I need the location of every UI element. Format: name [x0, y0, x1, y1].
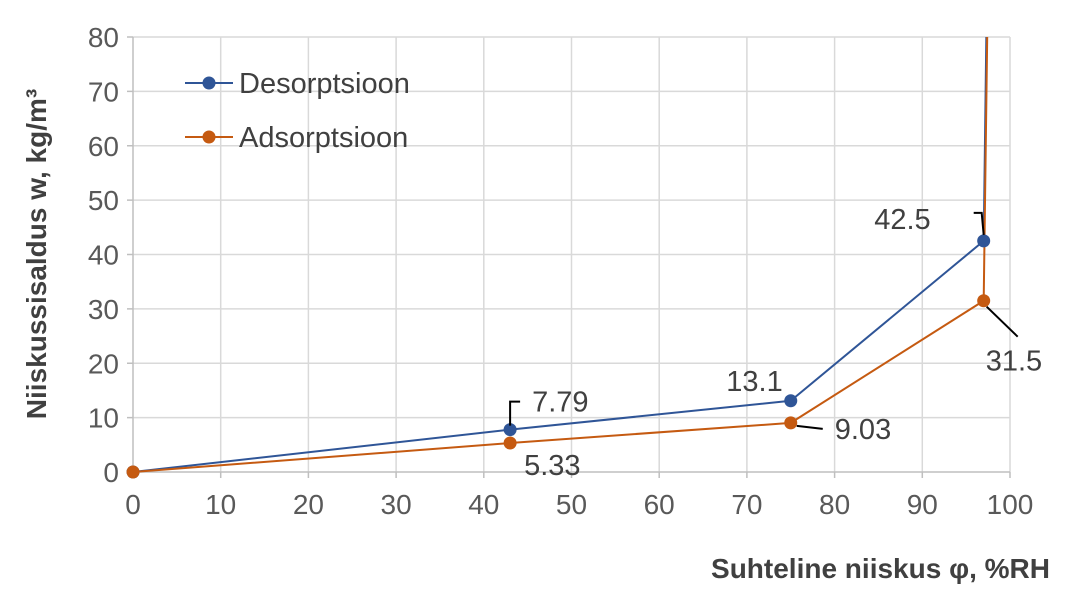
- legend-marker: [202, 76, 216, 90]
- y-tick-label: 10: [88, 403, 119, 434]
- x-tick-label: 20: [293, 489, 324, 520]
- data-label: 9.03: [835, 414, 891, 446]
- data-label: 31.5: [986, 346, 1042, 378]
- y-tick-label: 20: [88, 348, 119, 379]
- y-tick-label: 30: [88, 294, 119, 325]
- x-tick-label: 100: [987, 489, 1034, 520]
- data-label: 13.1: [726, 366, 782, 398]
- data-label: 42.5: [874, 204, 930, 236]
- data-label: 5.33: [524, 450, 580, 482]
- y-tick-label: 60: [88, 131, 119, 162]
- axes: 0 10 20 30 40 50 60 70 80 90 100 0 10 20 30 40 50 60 70 80: [88, 22, 1034, 520]
- x-tick-label: 90: [907, 489, 938, 520]
- data-point-adsorptsioon: [977, 294, 991, 308]
- x-tick-label: 10: [205, 489, 236, 520]
- y-axis-title: Niiskussisaldus w, kg/m³: [21, 89, 52, 419]
- x-tick-label: 50: [556, 489, 587, 520]
- label-leader-line: [796, 424, 823, 430]
- data-point-desorptsioon: [503, 423, 517, 437]
- y-tick-label: 80: [88, 22, 119, 53]
- data-point-adsorptsioon: [503, 436, 517, 450]
- y-tick-label: 70: [88, 76, 119, 107]
- label-leader-line: [973, 211, 985, 235]
- x-tick-label: 60: [644, 489, 675, 520]
- data-point-desorptsioon: [784, 394, 798, 408]
- data-point-desorptsioon: [977, 234, 991, 248]
- label-leader-line: [509, 400, 521, 426]
- x-tick-label: 40: [468, 489, 499, 520]
- gridlines: [133, 36, 1011, 472]
- legend-marker: [202, 130, 216, 144]
- label-leader-line: [985, 306, 1019, 338]
- y-tick-label: 40: [88, 240, 119, 271]
- series: [126, 36, 991, 479]
- legend: Desorptsioon Adsorptsioon: [185, 68, 410, 154]
- data-point-adsorptsioon: [784, 416, 798, 430]
- x-tick-label: 0: [125, 489, 141, 520]
- y-tick-label: 0: [103, 457, 119, 488]
- x-tick-label: 30: [381, 489, 412, 520]
- data-point-adsorptsioon: [126, 465, 140, 479]
- y-tick-label: 50: [88, 185, 119, 216]
- legend-label: Desorptsioon: [239, 68, 410, 100]
- data-label: 7.79: [532, 387, 588, 419]
- x-tick-label: 80: [819, 489, 850, 520]
- data-labels: 7.79 13.1 42.5 5.33 9.03 31.5: [509, 204, 1042, 482]
- x-axis-title: Suhteline niiskus φ, %RH: [711, 553, 1050, 584]
- x-tick-label: 70: [731, 489, 762, 520]
- legend-label: Adsorptsioon: [239, 122, 408, 154]
